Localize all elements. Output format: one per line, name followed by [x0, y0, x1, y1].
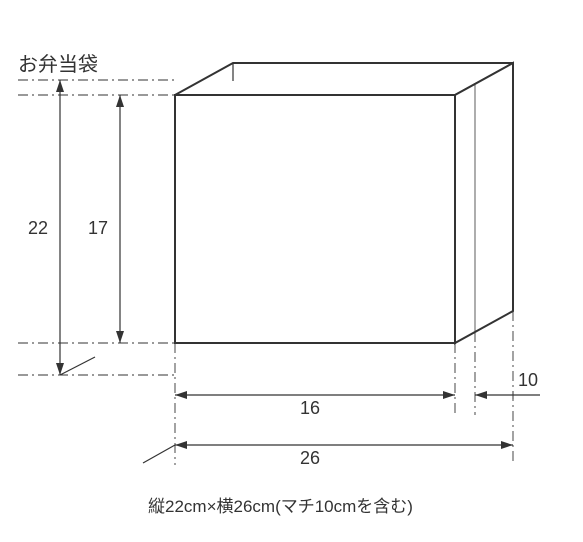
- diagram-title: お弁当袋: [18, 48, 98, 77]
- arrow-head: [116, 331, 124, 343]
- arrow-head: [501, 441, 513, 449]
- diagram-canvas: [0, 0, 583, 542]
- dim-label-10: 10: [518, 370, 538, 391]
- arrow-head: [116, 95, 124, 107]
- box-side-face: [455, 63, 513, 343]
- diagram-caption: 縦22cm×横26cm(マチ10cmを含む): [148, 492, 413, 517]
- box-front-face: [175, 95, 455, 343]
- dim-tail: [143, 445, 175, 463]
- dim-label-26: 26: [300, 448, 320, 469]
- arrow-head: [443, 391, 455, 399]
- dim-label-22: 22: [28, 218, 48, 239]
- dim-tail: [60, 357, 95, 375]
- arrow-head: [175, 391, 187, 399]
- arrow-head: [475, 391, 487, 399]
- dim-label-16: 16: [300, 398, 320, 419]
- arrow-head: [56, 80, 64, 92]
- arrow-head: [175, 441, 187, 449]
- dim-label-17: 17: [88, 218, 108, 239]
